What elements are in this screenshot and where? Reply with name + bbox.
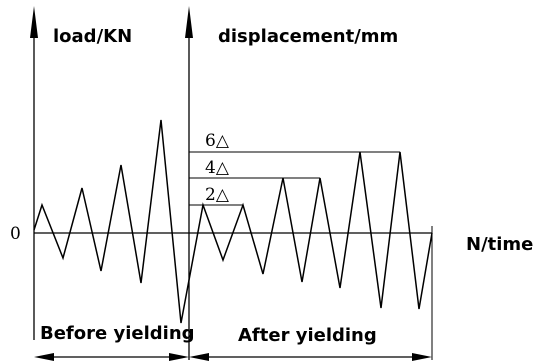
zero-label: 0 xyxy=(10,224,21,244)
right-axis-label: displacement/mm xyxy=(218,26,398,47)
x-axis-label: N/time xyxy=(466,234,533,255)
after-yield-arrow-left xyxy=(189,353,209,361)
before-yield-arrow-left xyxy=(34,353,54,361)
before-yield-arrow-right xyxy=(169,353,189,361)
middle-axis-arrow xyxy=(185,6,193,38)
left-axis-arrow xyxy=(30,6,38,38)
after-yield-label: After yielding xyxy=(238,325,377,346)
amplitude-label-2: 2△ xyxy=(205,185,230,205)
amplitude-label-6: 6△ xyxy=(205,131,230,151)
before-yield-label: Before yielding xyxy=(40,323,195,344)
after-yield-arrow-right xyxy=(412,353,432,361)
loading-curve xyxy=(33,119,433,324)
left-axis-label: load/KN xyxy=(53,26,132,47)
amplitude-label-4: 4△ xyxy=(205,158,230,178)
